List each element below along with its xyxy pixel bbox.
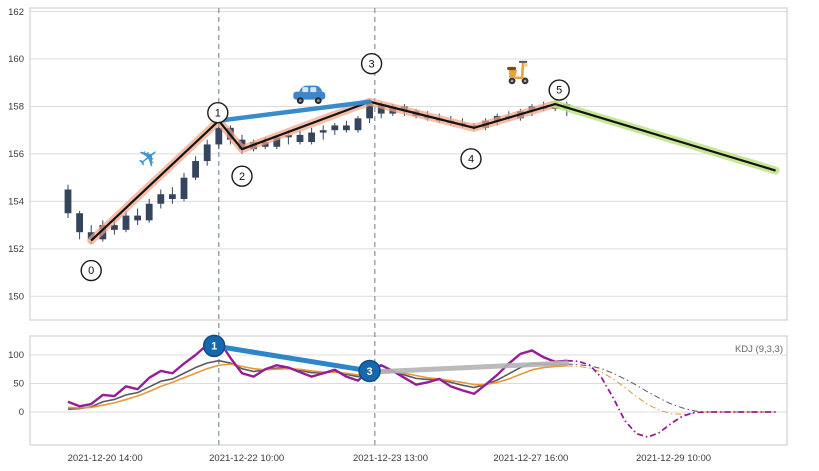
svg-text:4: 4 (468, 153, 474, 165)
car-icon (293, 85, 326, 105)
svg-text:1: 1 (211, 341, 217, 353)
candle-body (180, 177, 188, 199)
svg-text:2: 2 (239, 171, 245, 183)
pivot-marker-1: 1 (207, 101, 229, 124)
svg-text:3: 3 (367, 366, 373, 378)
candle-body (377, 104, 385, 114)
x-tick-label: 2021-12-23 13:00 (353, 453, 428, 464)
kdj-gray-trend-line (367, 360, 570, 375)
svg-text:5: 5 (556, 85, 562, 97)
price-y-tick-label: 154 (8, 197, 24, 208)
price-panel-border (29, 7, 788, 321)
candle-body (343, 125, 350, 131)
candle-body (169, 194, 176, 199)
zigzag-glow (87, 97, 560, 245)
grid-layer (29, 7, 788, 446)
kdj-forecast-D (566, 365, 776, 415)
kdj-forecast-J (566, 359, 776, 439)
kdj-line-J (67, 338, 567, 408)
candle-body (366, 104, 373, 119)
kdj-indicator-label: KDJ (9,3,3) (735, 344, 783, 355)
pivot-marker-3: 3 (360, 53, 383, 75)
candle-body (296, 134, 304, 143)
candle-body (203, 144, 211, 162)
price-y-tick-label: 156 (8, 149, 24, 160)
pivot-markers-layer: 0 1 2 3 4 5 (80, 53, 570, 282)
candle-body (145, 203, 153, 221)
candle-body (64, 189, 72, 214)
pivot-marker-0: 0 (80, 259, 102, 282)
candle-body (192, 161, 199, 178)
candle-body (354, 118, 362, 131)
x-tick-label: 2021-12-22 10:00 (209, 453, 284, 464)
svg-text:0: 0 (88, 265, 94, 277)
price-y-tick-label: 160 (8, 54, 24, 65)
x-tick-label: 2021-12-27 16:00 (493, 453, 568, 464)
kdj-pivot-marker-1: 1 (202, 334, 226, 358)
svg-text:1: 1 (215, 107, 221, 119)
price-y-tick-label: 162 (8, 7, 24, 18)
candle-body (273, 137, 281, 147)
kdj-forecast-K (566, 363, 776, 413)
kdj-y-tick-label: 100 (8, 350, 24, 361)
kdj-y-tick-label: 50 (13, 379, 24, 390)
candle-body (331, 125, 339, 131)
kdj-lines-layer: 13 (67, 334, 776, 439)
kdj-blue-trend-line (211, 343, 373, 374)
candle-body (319, 130, 327, 133)
pivot-marker-5: 5 (548, 79, 570, 101)
kdj-line-D (67, 363, 567, 409)
svg-text:3: 3 (369, 58, 375, 70)
kdj-pivot-marker-3: 3 (358, 359, 381, 383)
candle-body (111, 225, 118, 230)
x-tick-label: 2021-12-29 10:00 (636, 453, 711, 464)
kdj-panel-border (29, 335, 788, 446)
price-y-tick-label: 150 (8, 291, 24, 302)
candle-body (308, 132, 315, 143)
scooter-icon (505, 60, 530, 86)
candle-body (215, 127, 223, 145)
x-tick-label: 2021-12-20 14:00 (68, 453, 143, 464)
kdj-y-tick-label: 0 (19, 407, 24, 418)
price-y-tick-label: 158 (8, 102, 24, 113)
candle-body (76, 213, 83, 233)
pivot-marker-2: 2 (231, 165, 253, 187)
candle-body (134, 215, 141, 221)
candle-body (122, 215, 130, 230)
candle-body (157, 194, 165, 204)
blue-trend-line-main (216, 99, 372, 123)
price-y-tick-label: 152 (8, 244, 24, 255)
pivot-marker-4: 4 (460, 148, 482, 170)
